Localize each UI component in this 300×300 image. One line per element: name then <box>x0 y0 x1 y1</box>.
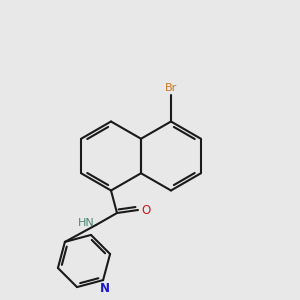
Text: HN: HN <box>78 218 94 229</box>
Text: N: N <box>100 283 110 296</box>
Text: Br: Br <box>165 83 177 93</box>
Text: O: O <box>142 203 151 217</box>
